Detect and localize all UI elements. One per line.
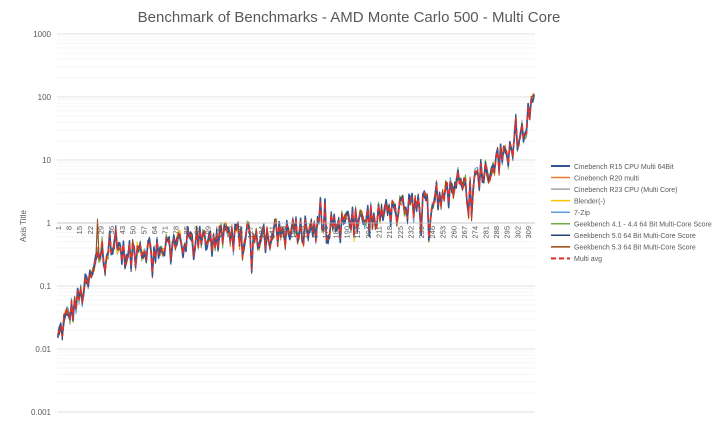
legend-entry: Multi avg (551, 256, 602, 263)
x-tick-label: 274 (471, 226, 480, 239)
x-tick-label: 295 (503, 226, 512, 239)
legend-label: Geekbench 5.3 64 Bit Multi-Core Score (574, 245, 696, 252)
series-lines (57, 92, 535, 341)
x-tick-label: 127 (246, 226, 255, 239)
x-tick-label: 29 (97, 226, 106, 234)
x-tick-label: 169 (310, 226, 319, 239)
legend-entry: Geekbench 4.1 - 4.4 64 Bit Multi-Core Sc… (551, 222, 712, 229)
legend-label: Geekbench 5.0 64 Bit Multi-Core Score (574, 233, 696, 240)
x-tick-label: 57 (139, 226, 148, 234)
x-tick-label: 120 (235, 226, 244, 239)
series-line (57, 94, 535, 341)
legend-entry: Geekbench 5.3 64 Bit Multi-Core Score (551, 245, 696, 252)
x-tick-label: 239 (417, 226, 426, 239)
x-tick-label: 218 (385, 226, 394, 239)
legend: Cinebench R15 CPU Multi 64Bit Cinebench R… (551, 164, 712, 263)
y-axis-ticks: 0.001 0.01 0.1 1 10 100 1000 (31, 30, 52, 417)
x-tick-label: 281 (481, 226, 490, 239)
x-tick-label: 113 (225, 226, 234, 238)
y-tick-label: 100 (38, 93, 52, 102)
legend-label: Cinebench R15 CPU Multi 64Bit (574, 164, 674, 171)
x-tick-label: 246 (428, 226, 437, 239)
x-tick-label: 309 (524, 226, 533, 239)
legend-label: Cinebench R23 CPU (Multi Core) (574, 187, 677, 194)
x-tick-label: 267 (460, 226, 469, 239)
x-tick-label: 183 (332, 226, 341, 239)
x-tick-label: 15 (75, 226, 84, 234)
y-tick-label: 10 (42, 156, 51, 165)
gridlines (57, 33, 535, 413)
x-tick-label: 232 (407, 226, 416, 239)
x-tick-label: 71 (161, 226, 170, 234)
y-tick-label: 1000 (33, 30, 51, 39)
x-tick-label: 36 (107, 226, 116, 234)
legend-entry: Cinebench R23 CPU (Multi Core) (551, 187, 677, 194)
x-tick-label: 43 (118, 226, 127, 234)
y-tick-label: 0.01 (35, 345, 51, 354)
x-tick-label: 204 (364, 226, 373, 239)
x-tick-label: 148 (278, 226, 287, 239)
x-tick-label: 155 (289, 226, 298, 239)
x-tick-label: 211 (374, 226, 383, 238)
x-tick-label: 260 (449, 226, 458, 239)
x-axis: 1 8 15 22 29 36 43 50 57 64 71 78 85 92 99 106 113 120 127… (54, 222, 535, 239)
legend-label: 7-Zip (574, 210, 590, 217)
legend-entry: Cinebench R15 CPU Multi 64Bit (551, 164, 674, 171)
y-axis-label: Axis Title (19, 209, 28, 242)
x-tick-label: 253 (439, 226, 448, 239)
legend-entry: Blender(-) (551, 198, 605, 205)
x-tick-label: 134 (257, 226, 266, 239)
x-tick-label: 78 (171, 226, 180, 234)
x-tick-label: 85 (182, 226, 191, 234)
legend-label: Cinebench R20 multi (574, 175, 639, 182)
x-tick-label: 106 (214, 226, 223, 239)
x-tick-label: 64 (150, 226, 159, 234)
legend-entry: Cinebench R20 multi (551, 175, 639, 182)
legend-entry: 7-Zip (551, 210, 590, 217)
series-line (57, 96, 535, 337)
x-tick-label: 176 (321, 226, 330, 239)
x-tick-label: 190 (342, 226, 351, 239)
x-tick-label: 99 (203, 226, 212, 234)
x-tick-label: 225 (396, 226, 405, 239)
legend-label: Blender(-) (574, 198, 605, 205)
x-tick-label: 22 (86, 226, 95, 234)
x-tick-label: 50 (129, 226, 138, 234)
x-tick-label: 141 (268, 226, 277, 239)
x-tick-label: 302 (513, 226, 522, 239)
y-tick-label: 0.001 (31, 408, 52, 417)
x-tick-label: 8 (64, 226, 73, 230)
legend-entry: Geekbench 5.0 64 Bit Multi-Core Score (551, 233, 696, 240)
y-tick-label: 0.1 (40, 282, 52, 291)
chart-title: Benchmark of Benchmarks - AMD Monte Carl… (138, 9, 561, 26)
legend-label: Geekbench 4.1 - 4.4 64 Bit Multi-Core Sc… (574, 222, 712, 229)
x-tick-label: 92 (193, 226, 202, 234)
y-tick-label: 1 (47, 219, 52, 228)
x-tick-label: 1 (54, 226, 63, 230)
x-tick-label: 197 (353, 226, 362, 239)
legend-label: Multi avg (574, 256, 602, 263)
x-tick-label: 162 (300, 226, 309, 239)
x-tick-label: 288 (492, 226, 501, 239)
